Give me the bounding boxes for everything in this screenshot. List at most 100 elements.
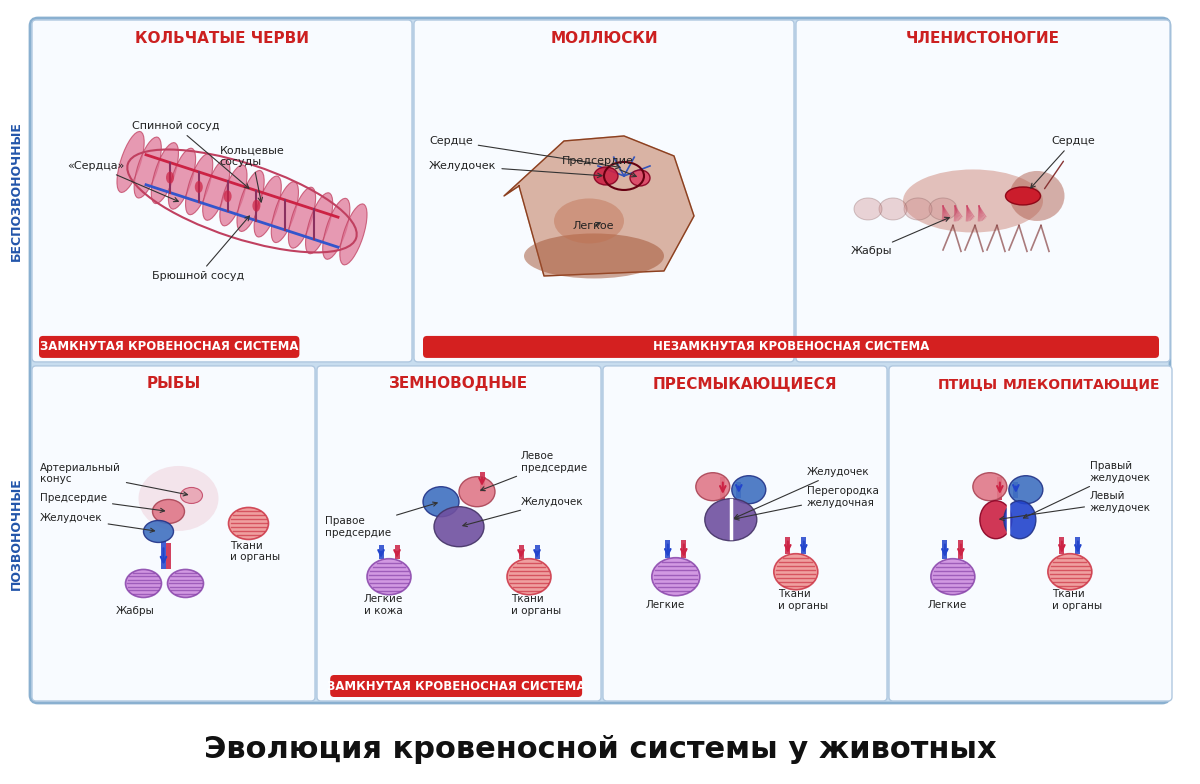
FancyBboxPatch shape bbox=[38, 336, 300, 358]
Ellipse shape bbox=[904, 198, 932, 220]
Ellipse shape bbox=[929, 198, 958, 220]
Text: Легкие: Легкие bbox=[646, 600, 685, 610]
Ellipse shape bbox=[151, 143, 179, 204]
FancyBboxPatch shape bbox=[414, 20, 794, 362]
Ellipse shape bbox=[228, 507, 269, 539]
Ellipse shape bbox=[340, 204, 367, 265]
FancyBboxPatch shape bbox=[30, 18, 1170, 703]
Ellipse shape bbox=[306, 193, 332, 254]
FancyBboxPatch shape bbox=[534, 545, 540, 559]
FancyBboxPatch shape bbox=[802, 537, 806, 554]
Ellipse shape bbox=[180, 488, 203, 503]
Text: Правое
предсердие: Правое предсердие bbox=[325, 502, 437, 538]
FancyBboxPatch shape bbox=[166, 543, 172, 569]
Polygon shape bbox=[504, 136, 694, 276]
Ellipse shape bbox=[973, 473, 1007, 501]
Ellipse shape bbox=[194, 181, 203, 193]
Ellipse shape bbox=[252, 200, 260, 212]
Ellipse shape bbox=[323, 198, 350, 260]
FancyBboxPatch shape bbox=[424, 336, 1159, 358]
Ellipse shape bbox=[980, 501, 1012, 539]
FancyBboxPatch shape bbox=[317, 366, 601, 701]
Text: Легкие
и кожа: Легкие и кожа bbox=[364, 594, 403, 615]
Ellipse shape bbox=[1009, 171, 1064, 221]
Ellipse shape bbox=[271, 182, 299, 242]
FancyBboxPatch shape bbox=[1075, 537, 1080, 554]
FancyBboxPatch shape bbox=[682, 539, 686, 557]
Text: БЕСПОЗВОНОЧНЫЕ: БЕСПОЗВОНОЧНЫЕ bbox=[10, 121, 23, 261]
FancyBboxPatch shape bbox=[480, 472, 485, 492]
FancyBboxPatch shape bbox=[959, 539, 964, 559]
Text: Артериальный
конус: Артериальный конус bbox=[40, 463, 187, 496]
Text: Ткани
и органы: Ткани и органы bbox=[1052, 589, 1102, 611]
FancyBboxPatch shape bbox=[942, 539, 947, 559]
Ellipse shape bbox=[223, 191, 232, 202]
Text: Предсердие: Предсердие bbox=[562, 156, 636, 177]
Text: Желудочек: Желудочек bbox=[40, 514, 155, 532]
Text: Желудочек: Желудочек bbox=[734, 466, 870, 518]
Ellipse shape bbox=[186, 154, 212, 215]
Text: Ткани
и органы: Ткани и органы bbox=[511, 594, 562, 615]
Text: «Сердца»: «Сердца» bbox=[67, 161, 179, 201]
Ellipse shape bbox=[126, 569, 162, 597]
Ellipse shape bbox=[931, 559, 974, 595]
Text: ПРЕСМЫКАЮЩИЕСЯ: ПРЕСМЫКАЮЩИЕСЯ bbox=[653, 376, 838, 391]
FancyBboxPatch shape bbox=[395, 545, 400, 559]
Text: Ткани
и органы: Ткани и органы bbox=[230, 541, 281, 562]
Ellipse shape bbox=[168, 569, 204, 597]
FancyBboxPatch shape bbox=[796, 20, 1170, 362]
Ellipse shape bbox=[774, 554, 818, 590]
Text: Предсердие: Предсердие bbox=[40, 493, 164, 513]
Text: ЗЕМНОВОДНЫЕ: ЗЕМНОВОДНЫЕ bbox=[390, 376, 528, 391]
Text: Спинной сосуд: Спинной сосуд bbox=[132, 121, 248, 188]
Ellipse shape bbox=[434, 506, 484, 546]
Ellipse shape bbox=[1006, 187, 1040, 205]
Text: Ткани
и органы: Ткани и органы bbox=[778, 589, 828, 611]
Ellipse shape bbox=[288, 187, 316, 249]
Ellipse shape bbox=[126, 569, 162, 597]
Text: Эволюция кровеносной системы у животных: Эволюция кровеносной системы у животных bbox=[204, 735, 996, 764]
Ellipse shape bbox=[630, 170, 650, 186]
FancyBboxPatch shape bbox=[330, 675, 582, 697]
FancyBboxPatch shape bbox=[1060, 537, 1064, 554]
Ellipse shape bbox=[594, 167, 618, 185]
FancyBboxPatch shape bbox=[378, 545, 384, 559]
Text: Левое
предсердие: Левое предсердие bbox=[481, 451, 587, 491]
Ellipse shape bbox=[144, 521, 174, 543]
Ellipse shape bbox=[1004, 501, 1036, 539]
Text: ПТИЦЫ: ПТИЦЫ bbox=[938, 377, 998, 391]
Ellipse shape bbox=[367, 559, 410, 595]
Text: Перегородка
желудочная: Перегородка желудочная bbox=[734, 486, 878, 520]
Ellipse shape bbox=[554, 198, 624, 244]
Ellipse shape bbox=[878, 198, 907, 220]
Ellipse shape bbox=[236, 170, 264, 231]
FancyBboxPatch shape bbox=[604, 366, 887, 701]
Text: ЗАМКНУТАЯ КРОВЕНОСНАЯ СИСТЕМА: ЗАМКНУТАЯ КРОВЕНОСНАЯ СИСТЕМА bbox=[326, 680, 586, 692]
Text: ЧЛЕНИСТОНОГИЕ: ЧЛЕНИСТОНОГИЕ bbox=[906, 31, 1060, 45]
Ellipse shape bbox=[524, 234, 664, 278]
Ellipse shape bbox=[508, 559, 551, 595]
Text: Легкое: Легкое bbox=[572, 221, 614, 231]
Text: Легкие: Легкие bbox=[928, 600, 967, 610]
Text: Правый
желудочек: Правый желудочек bbox=[1024, 461, 1151, 518]
Text: Желудочек: Желудочек bbox=[463, 497, 583, 527]
Ellipse shape bbox=[854, 198, 882, 220]
Ellipse shape bbox=[254, 176, 281, 237]
Text: Брюшной сосуд: Брюшной сосуд bbox=[152, 216, 250, 281]
Text: Сердце: Сердце bbox=[1031, 136, 1096, 188]
Text: НЕЗАМКНУТАЯ КРОВЕНОСНАЯ СИСТЕМА: НЕЗАМКНУТАЯ КРОВЕНОСНАЯ СИСТЕМА bbox=[653, 340, 929, 354]
Text: Желудочек: Желудочек bbox=[430, 161, 602, 178]
Ellipse shape bbox=[704, 499, 757, 541]
Text: Кольцевые
сосуды: Кольцевые сосуды bbox=[220, 145, 284, 202]
Ellipse shape bbox=[458, 477, 496, 506]
FancyBboxPatch shape bbox=[889, 366, 1172, 701]
FancyBboxPatch shape bbox=[32, 366, 314, 701]
Ellipse shape bbox=[116, 132, 144, 192]
FancyBboxPatch shape bbox=[518, 545, 523, 559]
Text: МОЛЛЮСКИ: МОЛЛЮСКИ bbox=[550, 31, 658, 45]
Text: РЫБЫ: РЫБЫ bbox=[146, 376, 200, 391]
FancyBboxPatch shape bbox=[1013, 481, 1019, 498]
Ellipse shape bbox=[152, 499, 185, 524]
FancyBboxPatch shape bbox=[32, 20, 412, 362]
FancyBboxPatch shape bbox=[785, 537, 791, 554]
